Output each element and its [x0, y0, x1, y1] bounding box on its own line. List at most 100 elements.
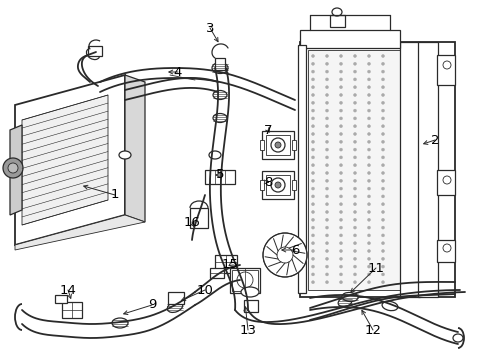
Text: 7: 7: [263, 123, 272, 136]
Circle shape: [367, 234, 370, 237]
Circle shape: [367, 211, 370, 213]
Circle shape: [311, 226, 314, 229]
Circle shape: [339, 195, 342, 198]
Circle shape: [325, 54, 328, 58]
Circle shape: [367, 117, 370, 120]
Circle shape: [311, 54, 314, 58]
Circle shape: [270, 178, 285, 192]
Bar: [88, 46, 102, 56]
Circle shape: [339, 218, 342, 221]
Circle shape: [353, 211, 356, 213]
Circle shape: [311, 70, 314, 73]
Circle shape: [311, 156, 314, 159]
Circle shape: [353, 164, 356, 167]
Polygon shape: [22, 95, 108, 225]
Circle shape: [325, 164, 328, 167]
Circle shape: [311, 86, 314, 89]
Circle shape: [3, 158, 23, 178]
Circle shape: [237, 272, 252, 288]
Circle shape: [381, 211, 384, 213]
Circle shape: [367, 140, 370, 143]
Circle shape: [353, 203, 356, 206]
Bar: [62, 302, 82, 318]
Ellipse shape: [381, 301, 397, 311]
Circle shape: [381, 265, 384, 268]
Circle shape: [381, 218, 384, 221]
Circle shape: [311, 62, 314, 65]
Circle shape: [311, 203, 314, 206]
Ellipse shape: [452, 334, 462, 342]
Circle shape: [325, 101, 328, 104]
Text: 6: 6: [290, 243, 299, 256]
Circle shape: [367, 218, 370, 221]
Text: 2: 2: [430, 134, 438, 147]
Circle shape: [381, 101, 384, 104]
Circle shape: [339, 249, 342, 252]
Text: 16: 16: [183, 216, 200, 229]
Circle shape: [311, 242, 314, 245]
Circle shape: [381, 226, 384, 229]
Text: 5: 5: [215, 168, 224, 181]
Circle shape: [353, 257, 356, 260]
Bar: [307, 50, 402, 290]
Ellipse shape: [213, 113, 226, 122]
Bar: [209, 268, 224, 278]
Bar: [168, 292, 183, 304]
Circle shape: [353, 195, 356, 198]
Circle shape: [381, 132, 384, 135]
Circle shape: [353, 156, 356, 159]
Circle shape: [381, 70, 384, 73]
Bar: [299, 30, 399, 48]
Circle shape: [367, 164, 370, 167]
Circle shape: [339, 179, 342, 182]
Circle shape: [274, 182, 281, 188]
Bar: [215, 58, 224, 70]
Text: 15: 15: [221, 258, 238, 271]
Circle shape: [325, 70, 328, 73]
Circle shape: [325, 234, 328, 237]
Polygon shape: [125, 75, 145, 222]
Bar: [260, 140, 264, 150]
Bar: [262, 131, 293, 159]
Circle shape: [339, 140, 342, 143]
Ellipse shape: [337, 297, 351, 307]
Circle shape: [325, 249, 328, 252]
Circle shape: [325, 281, 328, 284]
Circle shape: [381, 281, 384, 284]
Circle shape: [339, 70, 342, 73]
Text: 4: 4: [173, 66, 182, 78]
Circle shape: [311, 140, 314, 143]
Bar: [229, 268, 260, 293]
Text: 10: 10: [196, 284, 213, 297]
Circle shape: [325, 171, 328, 175]
Circle shape: [381, 242, 384, 245]
Circle shape: [381, 117, 384, 120]
Circle shape: [311, 164, 314, 167]
Circle shape: [311, 265, 314, 268]
Circle shape: [311, 249, 314, 252]
Text: 9: 9: [147, 298, 156, 311]
Circle shape: [353, 226, 356, 229]
Circle shape: [381, 94, 384, 96]
Bar: [204, 170, 235, 184]
Bar: [55, 295, 67, 303]
Circle shape: [353, 86, 356, 89]
Circle shape: [339, 125, 342, 128]
Circle shape: [353, 273, 356, 276]
Circle shape: [367, 203, 370, 206]
Circle shape: [339, 273, 342, 276]
Circle shape: [311, 117, 314, 120]
Circle shape: [367, 242, 370, 245]
Circle shape: [381, 109, 384, 112]
Circle shape: [381, 234, 384, 237]
Circle shape: [339, 94, 342, 96]
Circle shape: [367, 257, 370, 260]
Circle shape: [325, 156, 328, 159]
Circle shape: [353, 54, 356, 58]
Circle shape: [353, 70, 356, 73]
Circle shape: [353, 249, 356, 252]
Circle shape: [367, 156, 370, 159]
Bar: [190, 208, 207, 228]
Circle shape: [381, 179, 384, 182]
Bar: [436, 170, 454, 195]
